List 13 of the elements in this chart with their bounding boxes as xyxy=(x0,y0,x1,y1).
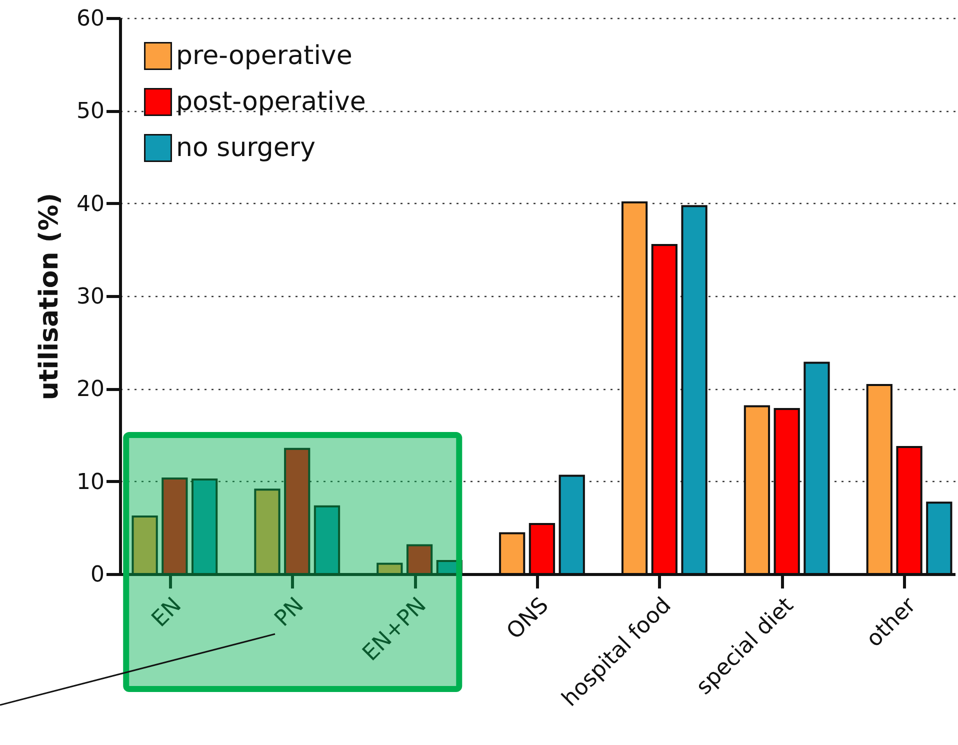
x-tick-label: EN xyxy=(147,593,186,632)
y-tick-label: 20 xyxy=(76,377,104,402)
legend-label: no surgery xyxy=(176,133,316,163)
y-axis-title: utilisation (%) xyxy=(34,192,65,400)
legend-label: pre-operative xyxy=(176,41,352,71)
y-tick-label: 60 xyxy=(76,6,104,32)
y-tick-label: 0 xyxy=(90,562,104,588)
y-tick-label: 10 xyxy=(76,470,104,495)
y-tick-label: 40 xyxy=(76,192,104,217)
y-tick-label: 30 xyxy=(76,284,104,310)
y-tick-label: 50 xyxy=(76,99,104,124)
legend-label: post-operative xyxy=(176,87,366,117)
x-tick-label: PN xyxy=(270,593,309,632)
